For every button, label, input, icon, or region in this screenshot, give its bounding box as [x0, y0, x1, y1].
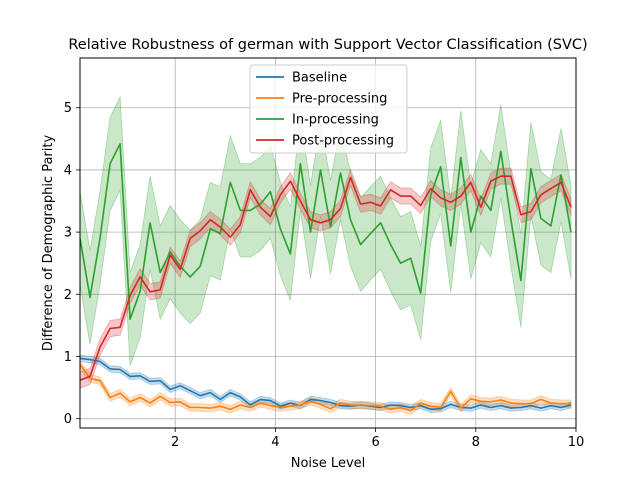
line-in-processing — [80, 143, 572, 321]
x-tick-label: 2 — [171, 435, 179, 450]
x-tick-label: 8 — [472, 435, 480, 450]
legend-label: In-processing — [292, 113, 379, 128]
y-tick-label: 3 — [64, 226, 72, 241]
line-pre-processing — [80, 364, 571, 412]
line-baseline — [80, 357, 572, 411]
legend-label: Pre-processing — [292, 92, 387, 107]
x-tick-label: 4 — [271, 435, 279, 450]
x-axis-label: Noise Level — [291, 456, 366, 471]
y-axis-label: Difference of Demographic Parity — [41, 135, 56, 352]
x-axis-ticks: 2 4 6 8 10 — [171, 428, 584, 450]
legend: Baseline Pre-processing In-processing Post-… — [249, 64, 408, 154]
legend-label: Post-processing — [292, 134, 394, 149]
y-tick-label: 2 — [64, 288, 72, 303]
y-tick-label: 5 — [64, 101, 72, 116]
y-axis-ticks: 0 1 2 3 4 5 — [64, 101, 80, 427]
plot-frame — [79, 57, 577, 429]
y-tick-label: 0 — [64, 412, 72, 427]
line-post-processing — [80, 175, 572, 381]
x-tick-label: 10 — [568, 435, 585, 450]
series-lines — [80, 143, 572, 412]
legend-box — [249, 64, 408, 154]
band-post-processing — [80, 167, 572, 389]
x-tick-label: 6 — [371, 435, 379, 450]
band-in-processing — [80, 95, 572, 366]
y-tick-label: 4 — [64, 163, 72, 178]
y-tick-label: 1 — [64, 350, 72, 365]
chart-title: Relative Robustness of german with Suppo… — [68, 37, 587, 53]
legend-label: Baseline — [292, 71, 347, 86]
